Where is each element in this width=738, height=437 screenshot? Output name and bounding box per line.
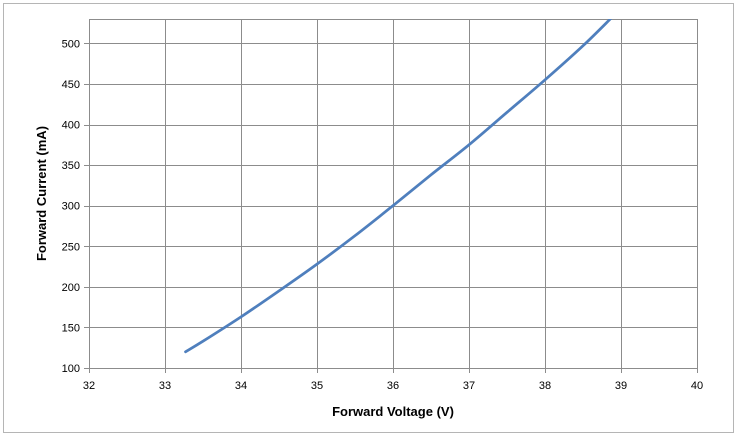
x-tick-label: 36 [387,380,399,392]
x-axis-title: Forward Voltage (V) [332,404,454,419]
x-tick-label: 32 [83,380,95,392]
y-tick-label: 500 [62,38,80,50]
y-axis-tick-labels: 100 150 200 250 300 350 400 450 500 [62,38,80,375]
plot-area-border [89,19,698,369]
x-tick-label: 40 [691,380,703,392]
y-tick-label: 200 [62,282,80,294]
y-tick-label: 150 [62,322,80,334]
series-layer [184,19,613,354]
y-tick-label: 100 [62,363,80,375]
y-tick-label: 300 [62,201,80,213]
x-tick-label: 34 [235,380,247,392]
x-tick-label: 37 [463,380,475,392]
y-tick-label: 350 [62,160,80,172]
y-tick-label: 250 [62,241,80,253]
chart-area [3,3,734,433]
y-tick-label: 450 [62,79,80,91]
x-tick-label: 39 [615,380,627,392]
y-tick-label: 400 [62,120,80,132]
y-axis-title: Forward Current (mA) [34,126,49,261]
gridlines [84,19,698,373]
series-line [184,19,613,354]
x-tick-label: 38 [539,380,551,392]
x-axis-tick-labels: 32 33 34 35 36 37 38 39 40 [83,380,703,392]
x-tick-label: 35 [311,380,323,392]
x-tick-label: 33 [159,380,171,392]
plot-border-rect [89,19,698,369]
